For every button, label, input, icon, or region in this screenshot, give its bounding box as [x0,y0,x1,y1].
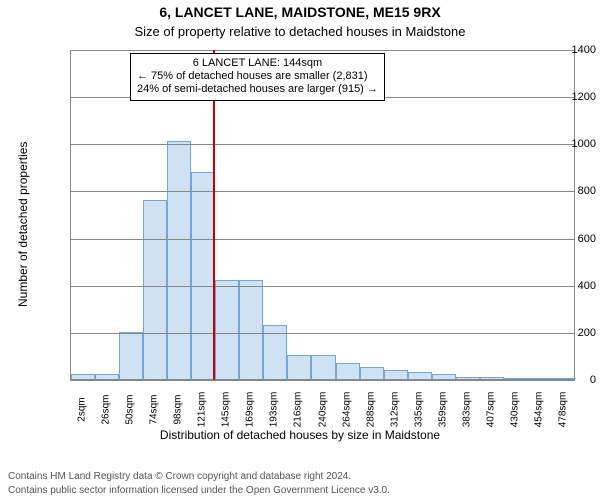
y-tick-label: 0 [532,374,596,386]
gridline [70,50,575,51]
histogram-bar [384,370,408,379]
histogram-bar [432,374,456,379]
x-axis-label: Distribution of detached houses by size … [0,428,600,442]
gridline [70,191,575,192]
histogram-bar [408,372,432,379]
histogram-bar [480,377,504,379]
x-tick-label: 264sqm [341,392,352,428]
histogram-bar [143,200,167,379]
x-tick-label: 26sqm [101,394,112,424]
histogram-bar [95,374,119,379]
histogram-bar [336,363,360,380]
footer-line-2: Contains public sector information licen… [8,485,600,496]
annotation-line: 6 LANCET LANE: 144sqm [137,57,378,70]
histogram-bar [215,280,239,379]
x-tick-label: 407sqm [485,392,496,428]
histogram-bar [456,377,480,379]
gridline [70,380,575,381]
x-tick-label: 193sqm [269,392,280,428]
x-tick-label: 430sqm [509,392,520,428]
x-tick-label: 74sqm [149,394,160,424]
gridline [70,144,575,145]
x-tick-label: 121sqm [197,392,208,428]
histogram-bar [239,280,263,379]
histogram-chart: 0 200 400 600 800 1000 1200 1400 2sqm 26sqm 50sqm 7… [0,0,600,500]
x-tick-label: 454sqm [533,392,544,428]
x-tick-label: 288sqm [365,392,376,428]
histogram-bar [311,355,335,379]
x-tick-label: 98sqm [173,394,184,424]
x-tick-label: 2sqm [77,397,88,421]
annotation-line: ← 75% of detached houses are smaller (2,… [137,70,378,83]
x-tick-label: 50sqm [125,394,136,424]
histogram-bar [504,378,528,379]
gridline [70,239,575,240]
x-tick-label: 335sqm [413,392,424,428]
y-tick-label: 800 [532,185,596,197]
histogram-bar [191,172,215,379]
y-tick-label: 1400 [532,44,596,56]
annotation-box: 6 LANCET LANE: 144sqm← 75% of detached h… [130,53,385,101]
annotation-line: 24% of semi-detached houses are larger (… [137,83,378,96]
histogram-bar [287,355,311,379]
x-tick-label: 240sqm [317,392,328,428]
x-tick-label: 359sqm [437,392,448,428]
x-tick-label: 312sqm [389,392,400,428]
y-tick-label: 600 [532,233,596,245]
y-tick-label: 1200 [532,91,596,103]
x-tick-label: 478sqm [557,392,568,428]
y-tick-label: 200 [532,327,596,339]
histogram-bar [71,374,95,379]
footer-line-1: Contains HM Land Registry data © Crown c… [8,471,600,482]
gridline [70,333,575,334]
histogram-bar [360,367,384,379]
histogram-bar [119,332,143,379]
x-tick-label: 145sqm [221,392,232,428]
y-tick-label: 1000 [532,138,596,150]
y-tick-label: 400 [532,280,596,292]
gridline [70,286,575,287]
x-tick-label: 169sqm [245,392,256,428]
histogram-bar [167,141,191,379]
x-tick-label: 216sqm [293,392,304,428]
x-tick-label: 383sqm [461,392,472,428]
